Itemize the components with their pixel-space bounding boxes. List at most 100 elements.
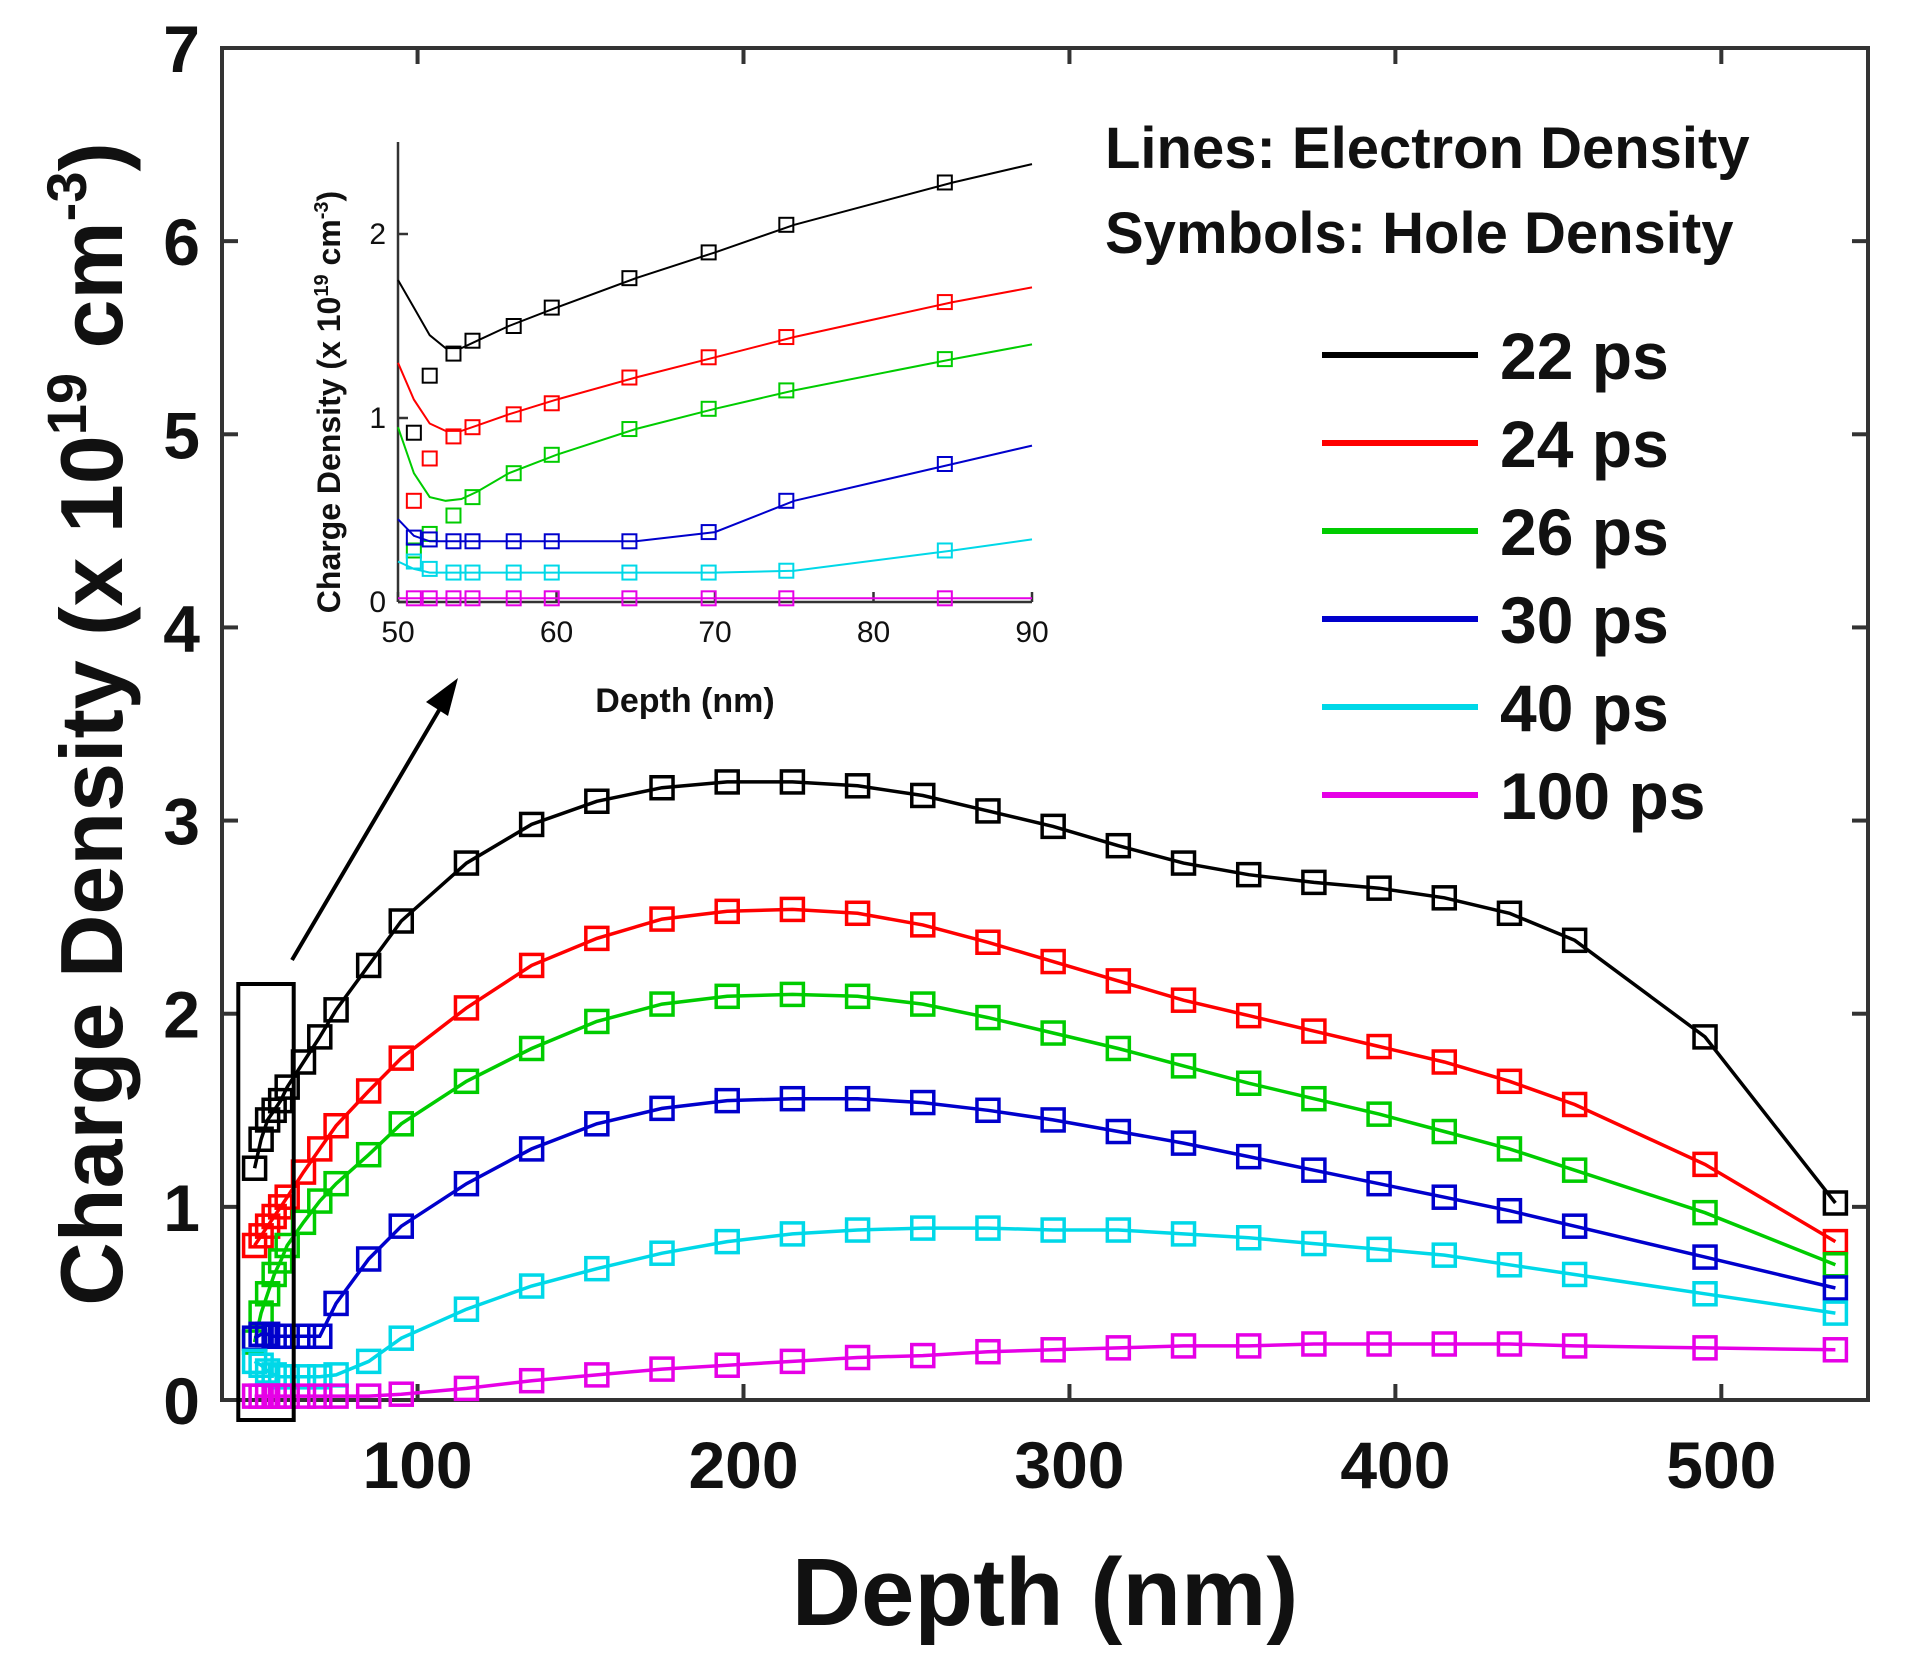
hole-marker: [910, 1215, 936, 1241]
inset-hole-marker: [421, 367, 438, 384]
hole-marker: [1040, 1107, 1066, 1133]
hole-marker: [714, 898, 740, 925]
hole-marker: [355, 1383, 382, 1409]
hole-marker: [910, 1342, 936, 1369]
hole-marker: [844, 1085, 871, 1112]
hole-marker: [649, 991, 675, 1017]
inset-hole-marker: [936, 294, 953, 311]
hole-marker: [1822, 1252, 1849, 1278]
hole-marker: [1105, 968, 1132, 994]
zoom-arrow-shaft: [290, 693, 450, 962]
hole-marker: [649, 1356, 675, 1382]
hole-marker: [1692, 1335, 1718, 1361]
hole-marker: [584, 788, 610, 815]
hole-marker: [975, 1215, 1001, 1241]
hole-marker: [1561, 1091, 1588, 1118]
y-tick-label: 3: [163, 785, 200, 859]
hole-marker: [355, 1141, 382, 1168]
y-axis-title-part: cm: [42, 221, 141, 373]
hole-marker: [388, 908, 415, 934]
hole-marker: [1431, 1049, 1458, 1075]
hole-marker: [254, 1281, 281, 1307]
hole-marker: [779, 1085, 806, 1112]
hole-marker: [1496, 1331, 1523, 1357]
inset-hole-marker: [700, 349, 717, 366]
y-axis-title-exponent: 19: [35, 373, 98, 435]
hole-marker: [1431, 1118, 1458, 1145]
inset-hole-marker: [543, 533, 560, 550]
hole-marker: [1692, 1281, 1718, 1307]
y-axis-title: Charge Density (x 1019 cm-3): [35, 142, 141, 1306]
x-tick-label: 500: [1666, 1428, 1776, 1502]
hole-marker: [355, 1348, 382, 1375]
hole-marker: [274, 1383, 300, 1409]
hole-marker: [584, 1111, 610, 1137]
inset-y-axis-title-exponent: -3: [311, 201, 333, 219]
hole-marker: [267, 1087, 294, 1114]
hole-marker: [1692, 1199, 1718, 1226]
inset-hole-marker: [621, 590, 638, 607]
hole-marker: [388, 1111, 415, 1137]
hole-marker: [1496, 1197, 1523, 1224]
inset-hole-marker: [505, 564, 522, 581]
hole-marker: [649, 1095, 675, 1122]
hole-marker: [1561, 1261, 1588, 1288]
hole-marker: [1366, 1101, 1392, 1127]
main-plot-frame: [220, 46, 1870, 1402]
hole-marker: [1496, 1068, 1523, 1095]
inset-hole-marker: [445, 345, 462, 362]
hole-marker: [649, 1240, 675, 1266]
y-tick-label: 0: [163, 1364, 200, 1438]
hole-marker: [1561, 1157, 1588, 1183]
inset-hole-marker: [543, 299, 560, 316]
inset-hole-marker: [543, 590, 560, 607]
inset-hole-marker: [621, 564, 638, 581]
series-line-40-ps: [253, 1226, 1836, 1379]
hole-marker: [1235, 1225, 1262, 1251]
hole-marker: [518, 1273, 545, 1299]
inset-hole-marker: [778, 590, 795, 607]
inset-hole-marker: [464, 332, 481, 349]
hole-marker: [1431, 1242, 1458, 1268]
y-tick-label: 7: [163, 12, 200, 86]
hole-marker: [518, 1367, 545, 1394]
hole-marker: [1431, 1184, 1458, 1210]
series-line-30-ps: [253, 1096, 1836, 1340]
hole-marker: [518, 1035, 545, 1062]
hole-marker: [274, 1074, 300, 1100]
hole-marker: [1822, 1190, 1849, 1216]
hole-marker: [1561, 1333, 1588, 1359]
inset-hole-marker: [421, 450, 438, 467]
inset-hole-marker: [464, 489, 481, 506]
hole-marker: [388, 1045, 415, 1071]
legend-label: 30 ps: [1500, 583, 1669, 657]
hole-marker: [254, 1358, 281, 1384]
inset-hole-marker: [405, 492, 422, 509]
hole-marker: [1301, 1085, 1327, 1112]
hole-marker: [910, 912, 936, 938]
hole-marker: [975, 798, 1001, 824]
inset-y-axis-title: Charge Density (x 1019 cm-3): [311, 191, 347, 613]
inset-hole-marker: [621, 533, 638, 550]
hole-marker: [518, 1136, 545, 1162]
hole-marker: [1301, 1157, 1327, 1183]
inset-hole-marker: [464, 590, 481, 607]
inset-hole-marker: [505, 406, 522, 423]
hole-marker: [1170, 1130, 1197, 1156]
hole-marker: [1235, 1333, 1262, 1359]
hole-marker: [584, 1255, 610, 1282]
hole-marker: [1170, 1053, 1197, 1079]
hole-marker: [649, 774, 675, 801]
inset-plot: 0 1 2 50 60 70 80 90 Depth (nm) Charge Density (x…: [311, 132, 1049, 720]
hole-marker: [307, 1136, 333, 1162]
inset-y-axis-title-part: Charge Density (x 10: [311, 297, 347, 614]
hole-marker: [453, 1068, 480, 1095]
hole-marker: [1235, 1070, 1262, 1096]
hole-marker: [1301, 1018, 1327, 1044]
inset-hole-marker: [700, 244, 717, 261]
inset-hole-marker: [505, 318, 522, 334]
hole-marker: [1366, 875, 1392, 901]
hole-marker: [274, 1323, 300, 1350]
legend-label: 100 ps: [1500, 759, 1705, 833]
hole-marker: [1170, 850, 1197, 876]
